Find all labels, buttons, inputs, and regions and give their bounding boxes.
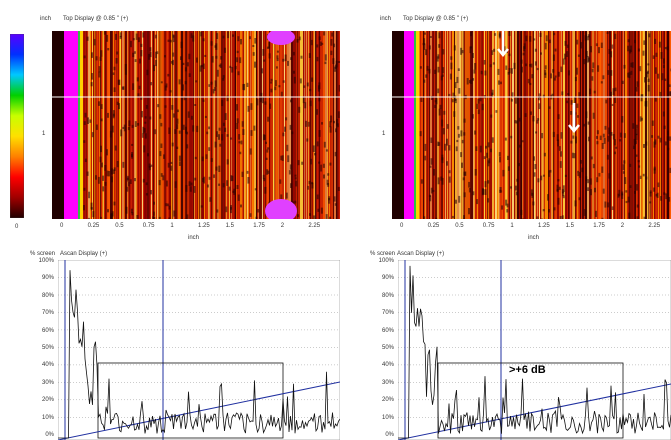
bottom-left-unit-label: % screen: [30, 251, 56, 257]
bottom-right-y-tick: 30%: [381, 379, 394, 386]
bottom-right-yticks: 100% 90% 80% 70% 60% 50% 40% 30% 20% 10% 0%: [360, 258, 396, 440]
top-right-x-tick: 1: [510, 223, 514, 229]
bottom-right-y-tick: 70%: [381, 310, 394, 317]
top-left-x-tick: 1.25: [198, 223, 210, 229]
top-left-x-tick: 0.25: [87, 223, 100, 229]
bottom-left-y-tick: 40%: [41, 362, 54, 369]
bottom-left-title: Ascan Display (+): [60, 251, 108, 257]
top-right-y-tick: 1: [382, 131, 386, 137]
annotation-down-arrow-2: [568, 103, 580, 133]
bottom-right-y-tick: 100%: [378, 258, 394, 264]
top-right-unit-label: inch: [380, 16, 392, 22]
top-right-x-tick: 0.25: [427, 223, 440, 229]
bottom-right-y-tick: 10%: [381, 414, 394, 421]
bottom-left-y-tick: 100%: [38, 258, 54, 264]
scale-zero-label: 0: [15, 224, 19, 230]
bottom-left-y-tick: 90%: [41, 275, 54, 282]
bottom-left-ascan-plot[interactable]: [58, 260, 340, 440]
top-right-x-tick: 0.5: [455, 223, 464, 229]
top-left-x-tick: 0: [60, 223, 64, 229]
bottom-left-yticks: 100% 90% 80% 70% 60% 50% 40% 30% 20% 10% 0%: [20, 258, 56, 440]
top-left-x-tick: 2: [280, 223, 285, 229]
gain-annotation: >+6 dB: [509, 364, 546, 376]
top-left-x-tick: 1: [170, 223, 174, 229]
top-left-x-tick: 0.75: [142, 223, 155, 229]
top-left-x-tick: 2.25: [308, 223, 321, 229]
top-right-x-tick: 1.75: [593, 223, 605, 229]
bottom-right-ascan-plot[interactable]: [398, 260, 671, 440]
top-right-cscan-image[interactable]: [392, 31, 671, 219]
bottom-right-y-tick: 50%: [381, 345, 394, 351]
bottom-right-y-tick: 0%: [385, 432, 394, 438]
bottom-left-y-tick: 60%: [41, 327, 54, 334]
top-right-x-axis-label: inch: [528, 235, 540, 241]
bottom-left-y-tick: 80%: [41, 292, 54, 299]
top-right-title: Top Display @ 0.85 " (+): [403, 16, 469, 22]
top-right-x-tick: 0: [400, 223, 404, 229]
bottom-left-y-tick: 20%: [41, 397, 54, 404]
bottom-right-y-tick: 40%: [381, 362, 394, 369]
bottom-right-unit-label: % screen: [370, 251, 396, 257]
top-right-x-tick: 2: [620, 223, 625, 229]
bottom-right-y-tick: 80%: [381, 292, 394, 299]
bottom-left-y-tick: 50%: [41, 345, 54, 351]
top-left-x-tick: 0.5: [115, 223, 124, 229]
top-left-x-axis-label: inch: [188, 235, 200, 241]
top-left-x-tick: 1.5: [225, 223, 234, 229]
bottom-right-y-tick: 20%: [381, 397, 394, 404]
top-right-x-tick: 0.75: [482, 223, 495, 229]
top-right-x-axis: 0 0.25 0.5 0.75 1 1.25 1.5 1.75 2 2.25: [392, 219, 671, 235]
top-right-x-tick: 1.25: [538, 223, 550, 229]
color-scale-gradient: [10, 34, 24, 218]
bottom-left-y-tick: 70%: [41, 310, 54, 317]
top-right-x-tick: 1.5: [565, 223, 574, 229]
annotation-down-arrow-1: [497, 31, 509, 57]
top-left-x-axis: 0 0.25 0.5 0.75 1 1.25 1.5 1.75 2 2.25: [52, 219, 340, 235]
bottom-left-y-tick: 0%: [45, 432, 54, 438]
top-left-title: Top Display @ 0.85 " (+): [63, 16, 129, 22]
top-right-x-tick: 2.25: [648, 223, 661, 229]
top-left-unit-label: inch: [40, 16, 52, 22]
top-left-x-tick: 1.75: [253, 223, 265, 229]
bottom-left-y-tick: 10%: [41, 414, 54, 421]
color-scale-bar: [10, 34, 24, 218]
bottom-left-y-tick: 30%: [41, 379, 54, 386]
bottom-right-y-tick: 90%: [381, 275, 394, 282]
top-left-y-tick: 1: [42, 131, 46, 137]
top-left-cscan-image[interactable]: [52, 31, 340, 219]
bottom-right-title: Ascan Display (+): [397, 251, 445, 257]
bottom-right-y-tick: 60%: [381, 327, 394, 334]
